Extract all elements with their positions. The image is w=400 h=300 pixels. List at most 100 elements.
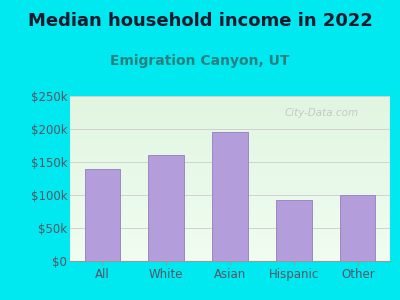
Bar (70, 218, 390, 220)
Text: Median household income in 2022: Median household income in 2022 (28, 12, 372, 30)
Bar (70, 239, 390, 241)
Bar (70, 183, 390, 185)
Bar (70, 121, 390, 122)
Bar (70, 104, 390, 106)
Bar (70, 127, 390, 129)
Bar (70, 248, 390, 250)
Bar (70, 112, 390, 114)
Bar (70, 250, 390, 251)
Bar (70, 169, 390, 170)
Bar (70, 152, 390, 154)
Bar (70, 136, 390, 137)
Text: Emigration Canyon, UT: Emigration Canyon, UT (110, 54, 290, 68)
Bar (70, 195, 390, 197)
Bar (70, 258, 390, 259)
Bar (70, 192, 390, 193)
Bar (70, 202, 390, 203)
Bar (70, 254, 390, 256)
Bar (70, 151, 390, 152)
Bar (70, 96, 390, 98)
Bar (70, 146, 390, 147)
Bar (70, 253, 390, 254)
Bar (70, 108, 390, 109)
Bar (70, 210, 390, 212)
Bar (70, 139, 390, 140)
Bar (70, 147, 390, 149)
Bar (70, 246, 390, 248)
Bar (70, 165, 390, 167)
Bar (70, 221, 390, 223)
Bar (70, 241, 390, 243)
Bar (70, 197, 390, 198)
Bar (340, 195, 376, 261)
Bar (70, 149, 390, 150)
Bar (84, 169, 120, 261)
Bar (70, 130, 390, 132)
Bar (70, 172, 390, 173)
Bar (70, 142, 390, 144)
Bar (70, 180, 390, 182)
Bar (70, 225, 390, 226)
Bar (70, 101, 390, 103)
Bar (70, 193, 390, 195)
Bar (70, 109, 390, 111)
Bar (70, 212, 390, 213)
Bar (70, 190, 390, 192)
Bar (70, 124, 390, 126)
Bar (70, 203, 390, 205)
Bar (70, 244, 390, 246)
Bar (70, 200, 390, 202)
Bar (70, 178, 390, 180)
Bar (70, 182, 390, 183)
Bar (148, 155, 184, 261)
Bar (70, 208, 390, 210)
Bar (70, 223, 390, 225)
Bar (70, 259, 390, 261)
Bar (70, 256, 390, 258)
Bar (70, 170, 390, 172)
Bar (70, 134, 390, 136)
Bar (70, 235, 390, 236)
Bar (70, 137, 390, 139)
Bar (70, 144, 390, 146)
Bar (276, 200, 312, 261)
Bar (70, 233, 390, 235)
Bar (70, 198, 390, 200)
Bar (70, 122, 390, 124)
Bar (70, 129, 390, 130)
Bar (70, 238, 390, 239)
Bar (70, 117, 390, 119)
Bar (70, 206, 390, 208)
Bar (70, 236, 390, 238)
Bar (70, 185, 390, 187)
Bar (70, 103, 390, 104)
Bar (70, 106, 390, 107)
Bar (70, 126, 390, 127)
Bar (70, 230, 390, 231)
Bar (70, 140, 390, 142)
Bar (212, 132, 248, 261)
Bar (70, 251, 390, 253)
Bar (70, 114, 390, 116)
Bar (70, 116, 390, 117)
Bar (70, 132, 390, 134)
Bar (70, 243, 390, 244)
Bar (70, 205, 390, 206)
Bar (70, 187, 390, 188)
Bar (70, 188, 390, 190)
Bar (70, 162, 390, 164)
Bar (70, 119, 390, 121)
Bar (70, 220, 390, 221)
Bar (70, 231, 390, 233)
Bar (70, 160, 390, 162)
Bar (70, 228, 390, 230)
Bar (70, 167, 390, 169)
Bar (70, 175, 390, 177)
Bar (70, 213, 390, 215)
Bar (70, 177, 390, 178)
Bar (70, 99, 390, 101)
Bar (70, 164, 390, 165)
Text: City-Data.com: City-Data.com (284, 107, 358, 118)
Bar (70, 173, 390, 175)
Bar (70, 155, 390, 157)
